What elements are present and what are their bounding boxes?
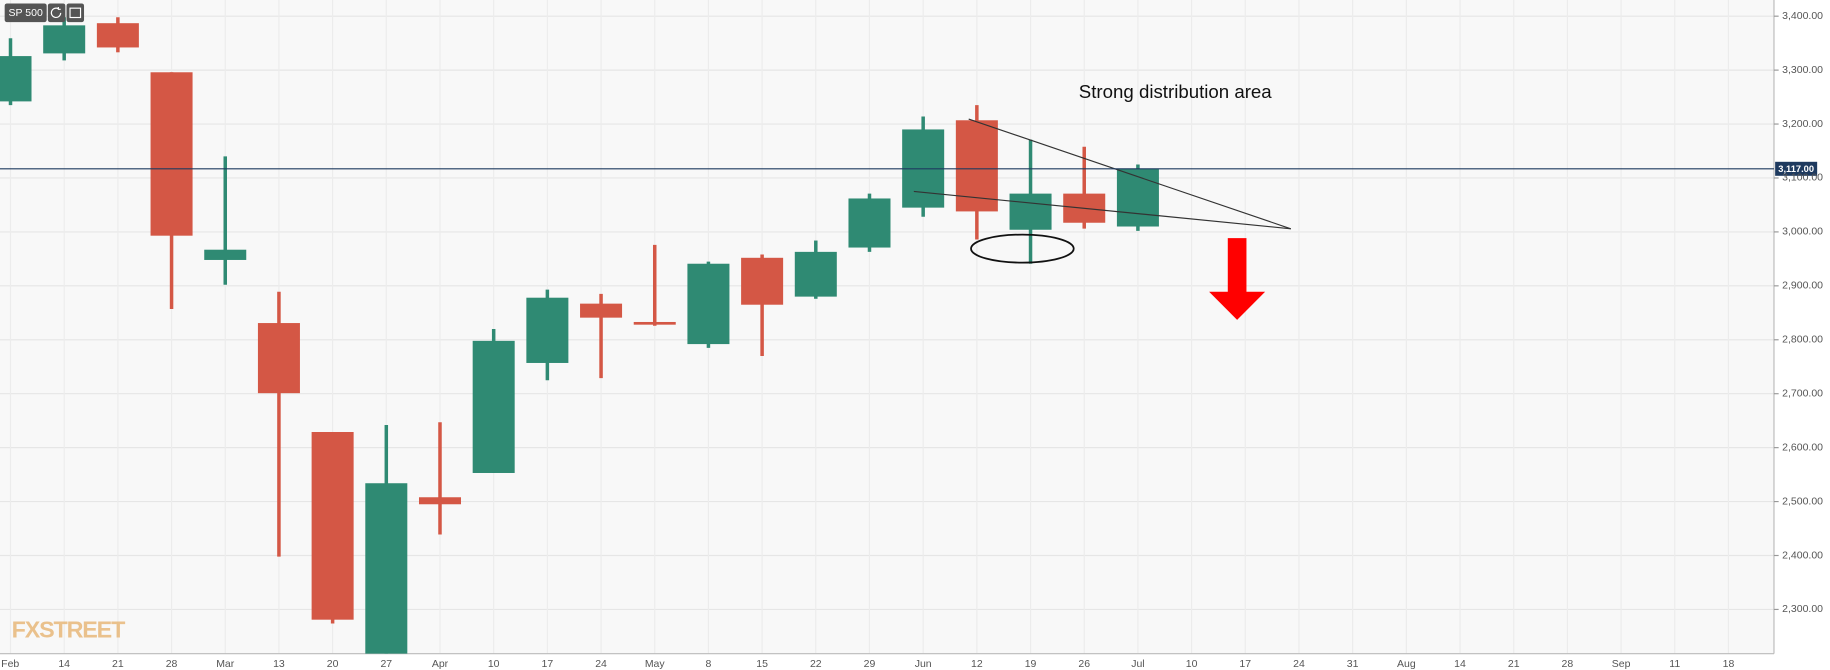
x-tick-label: 17 xyxy=(542,658,554,670)
x-tick-label: Aug xyxy=(1397,658,1416,670)
price-badge xyxy=(1775,161,1818,176)
x-tick-label: 13 xyxy=(273,658,285,670)
candle-body xyxy=(418,497,462,505)
x-tick-label: 10 xyxy=(1186,658,1198,670)
candle-body xyxy=(633,321,676,325)
x-tick-label: 12 xyxy=(971,658,983,670)
y-tick-label: 3,200.00 xyxy=(1782,118,1823,130)
candle-body xyxy=(741,257,784,305)
y-tick-label: 3,300.00 xyxy=(1782,64,1823,76)
x-tick-label: 14 xyxy=(1454,658,1466,670)
candle-body xyxy=(580,303,623,318)
x-tick-label: 10 xyxy=(488,658,500,670)
x-tick-label: 26 xyxy=(1078,658,1090,670)
candle-body xyxy=(848,198,891,248)
refresh-icon xyxy=(50,7,62,19)
x-tick-label: Jun xyxy=(915,658,932,670)
price-line-group: 3,117.00 xyxy=(0,161,1818,176)
settings-button[interactable] xyxy=(66,3,85,23)
x-tick-label: 27 xyxy=(380,658,392,670)
candle-body xyxy=(794,251,837,297)
x-tick-label: Apr xyxy=(432,658,449,670)
x-tick-label: Feb xyxy=(1,658,19,670)
candle-body xyxy=(43,25,86,54)
symbol-chip[interactable]: SP 500 xyxy=(4,3,85,23)
x-tick-label: 20 xyxy=(327,658,339,670)
settings-icon xyxy=(69,7,82,19)
x-tick-label: 24 xyxy=(595,658,607,670)
y-tick-label: 2,900.00 xyxy=(1782,280,1823,292)
x-tick-label: 29 xyxy=(864,658,876,670)
x-tick-label: May xyxy=(645,658,666,670)
x-tick-label: Jul xyxy=(1131,658,1144,670)
price-label: 3,117.00 xyxy=(1778,164,1814,174)
y-tick-label: 3,400.00 xyxy=(1782,10,1823,22)
trend-line xyxy=(968,118,1291,230)
arrow-head xyxy=(1209,291,1266,320)
candle-body xyxy=(257,323,300,394)
x-tick-label: 8 xyxy=(706,658,712,670)
candle-body xyxy=(0,56,32,102)
y-tick-label: 3,000.00 xyxy=(1782,226,1823,238)
y-tick-label: 2,300.00 xyxy=(1782,603,1823,615)
x-tick-label: 18 xyxy=(1723,658,1735,670)
candle-body xyxy=(96,23,139,48)
x-tick-label: Sep xyxy=(1612,658,1631,670)
y-tick-label: 2,800.00 xyxy=(1782,334,1823,346)
x-tick-label: 24 xyxy=(1293,658,1305,670)
refresh-button[interactable] xyxy=(47,3,66,23)
candle-body xyxy=(687,263,730,345)
y-tick-label: 2,400.00 xyxy=(1782,549,1823,561)
y-tick-label: 2,600.00 xyxy=(1782,441,1823,453)
candle-body xyxy=(472,340,515,473)
candle-body xyxy=(1116,168,1159,227)
ellipse xyxy=(970,233,1075,264)
arrow-shaft xyxy=(1227,238,1247,293)
watermark: FXSTREET xyxy=(12,616,125,642)
x-tick-label: 15 xyxy=(756,658,768,670)
candle-body xyxy=(150,72,193,236)
x-tick-label: 22 xyxy=(810,658,822,670)
candle-body xyxy=(365,483,408,654)
x-tick-label: 19 xyxy=(1025,658,1037,670)
candle-body xyxy=(1009,193,1052,230)
x-tick-label: 21 xyxy=(1508,658,1520,670)
candle-body xyxy=(311,431,354,620)
support-line xyxy=(913,190,1291,230)
y-tick-label: 2,500.00 xyxy=(1782,495,1823,507)
symbol-badge[interactable] xyxy=(4,3,47,23)
x-tick-label: Mar xyxy=(216,658,235,670)
x-tick-label: 31 xyxy=(1347,658,1359,670)
drawings xyxy=(913,118,1291,320)
y-tick-label: 2,700.00 xyxy=(1782,387,1823,399)
y-tick-label: 3,100.00 xyxy=(1782,172,1823,184)
x-tick-label: 28 xyxy=(166,658,178,670)
annotation: Strong distribution area xyxy=(1079,81,1273,102)
x-tick-label: 11 xyxy=(1669,658,1680,670)
x-tick-label: 17 xyxy=(1239,658,1251,670)
candle-body xyxy=(204,249,247,260)
x-tick-label: 14 xyxy=(58,658,70,670)
candle-body xyxy=(526,297,569,363)
candles xyxy=(0,17,1159,654)
symbol-label[interactable]: SP 500 xyxy=(9,7,43,19)
x-tick-label: 28 xyxy=(1562,658,1574,670)
x-tick-label: 21 xyxy=(112,658,124,670)
